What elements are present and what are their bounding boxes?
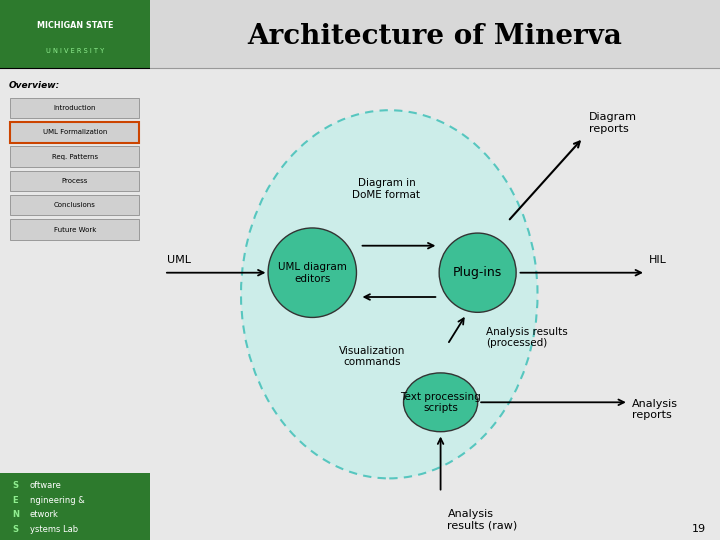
Text: U N I V E R S I T Y: U N I V E R S I T Y: [46, 48, 104, 55]
Text: ystems Lab: ystems Lab: [30, 525, 78, 534]
Text: Plug-ins: Plug-ins: [453, 266, 503, 279]
Text: E: E: [12, 496, 17, 505]
Text: etwork: etwork: [30, 510, 59, 519]
Text: S: S: [12, 525, 18, 534]
Text: UML Formalization: UML Formalization: [42, 129, 107, 136]
Text: Future Work: Future Work: [54, 226, 96, 233]
Text: MICHIGAN STATE: MICHIGAN STATE: [37, 21, 113, 30]
Ellipse shape: [268, 228, 356, 318]
Text: UML: UML: [167, 254, 191, 265]
Ellipse shape: [403, 373, 477, 431]
Ellipse shape: [439, 233, 516, 312]
Bar: [11, 146, 139, 167]
Text: UML diagram
editors: UML diagram editors: [278, 262, 347, 284]
Text: S: S: [12, 482, 18, 490]
Text: Visualization
commands: Visualization commands: [339, 346, 405, 367]
Text: Process: Process: [62, 178, 88, 184]
Ellipse shape: [241, 110, 538, 478]
Text: Diagram
reports: Diagram reports: [589, 112, 637, 134]
Text: Analysis results
(processed): Analysis results (processed): [486, 327, 568, 348]
Bar: [11, 195, 139, 215]
Text: Analysis
reports: Analysis reports: [631, 399, 678, 420]
Text: Req. Patterns: Req. Patterns: [52, 153, 98, 160]
Text: 19: 19: [692, 523, 706, 534]
Text: Introduction: Introduction: [53, 105, 96, 111]
Text: Text processing
scripts: Text processing scripts: [400, 392, 481, 413]
Bar: [11, 122, 139, 143]
Bar: [150, 0, 720, 68]
Bar: [11, 219, 139, 240]
Text: Diagram in
DoME format: Diagram in DoME format: [352, 178, 420, 200]
Text: HIL: HIL: [649, 254, 667, 265]
Text: Conclusions: Conclusions: [54, 202, 96, 208]
Bar: [11, 98, 139, 118]
Text: Analysis
results (raw): Analysis results (raw): [447, 509, 518, 530]
Text: N: N: [12, 510, 19, 519]
Text: oftware: oftware: [30, 482, 62, 490]
Bar: [0, 0, 150, 68]
Bar: [0, 472, 150, 540]
Text: Overview:: Overview:: [9, 81, 60, 90]
Text: ngineering &: ngineering &: [30, 496, 85, 505]
Bar: [11, 171, 139, 191]
Text: Architecture of Minerva: Architecture of Minerva: [248, 23, 622, 50]
